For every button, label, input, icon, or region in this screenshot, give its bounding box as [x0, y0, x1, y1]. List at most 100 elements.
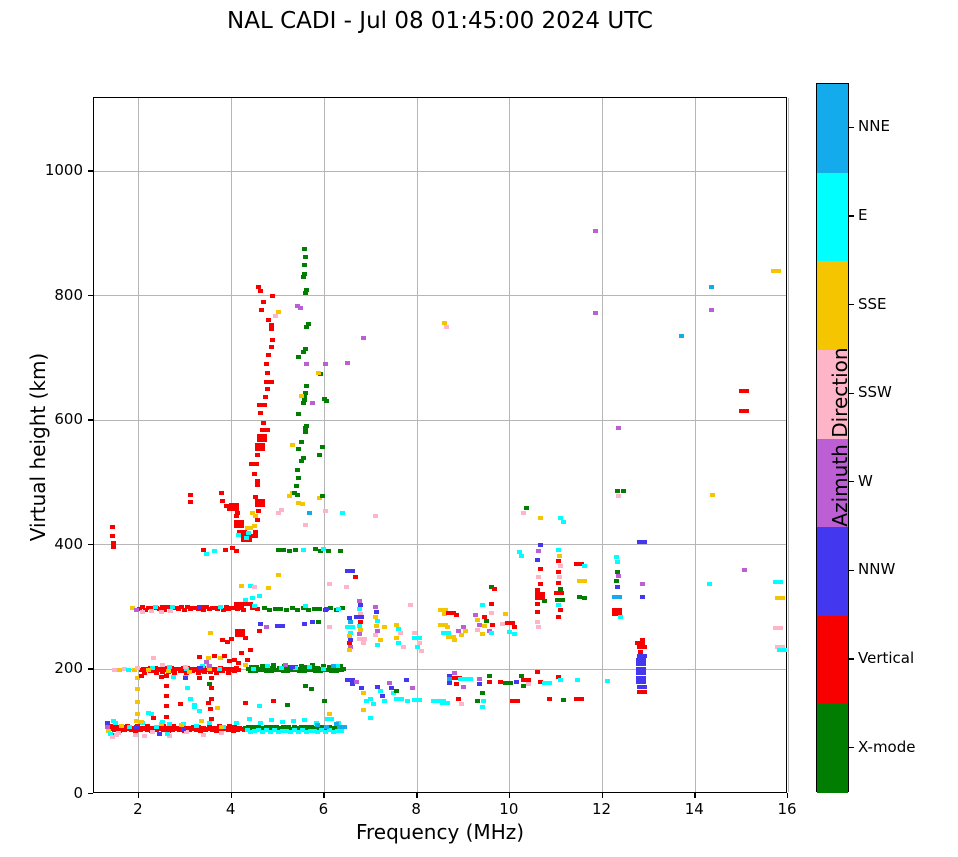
data-point-E	[581, 563, 587, 568]
data-point-SSE	[238, 584, 244, 589]
data-point-NNW	[182, 675, 188, 680]
data-point-E	[159, 720, 165, 725]
data-point-Vertical	[137, 607, 143, 612]
data-point-E	[488, 630, 494, 635]
x-tick-mark	[137, 793, 140, 798]
data-point-SSE	[252, 524, 258, 529]
data-point-Vertical	[481, 615, 487, 620]
data-point-Vertical	[233, 549, 239, 554]
data-point-Vertical	[739, 388, 749, 393]
colorbar-tick	[849, 481, 854, 483]
data-point-NNW	[324, 607, 330, 612]
data-point-E	[236, 533, 242, 537]
data-point-NNW	[347, 616, 353, 621]
data-point-SSE	[275, 310, 281, 315]
data-point-Vertical	[223, 605, 229, 610]
data-point-W	[615, 573, 621, 578]
data-point-X-mode	[296, 412, 302, 417]
data-point-SSE	[206, 655, 211, 660]
data-point-Vertical	[574, 561, 585, 566]
data-point-X-mode	[339, 605, 345, 610]
data-point-Vertical	[498, 679, 504, 684]
data-point-SSW	[344, 584, 350, 589]
data-point-W	[134, 607, 140, 612]
data-point-Vertical	[143, 607, 148, 612]
data-point-SSE	[206, 667, 212, 672]
data-point-SSW	[458, 702, 464, 707]
data-point-X-mode	[311, 726, 317, 731]
data-point-Vertical	[353, 574, 359, 579]
data-point-X-mode	[248, 727, 254, 732]
data-point-SSE	[134, 699, 140, 704]
data-point-E	[247, 584, 253, 589]
data-point-Vertical	[231, 657, 237, 662]
data-point-Vertical	[264, 362, 269, 367]
data-point-SSW	[372, 633, 378, 638]
data-point-X-mode	[325, 549, 331, 554]
data-point-X-mode	[255, 725, 261, 730]
data-point-NNW	[447, 681, 453, 686]
data-point-Vertical	[151, 716, 157, 721]
data-point-Vertical	[144, 728, 150, 733]
data-point-Vertical	[247, 534, 258, 539]
data-point-SSW	[135, 666, 141, 671]
data-point-Vertical	[201, 548, 207, 552]
data-point-E	[375, 618, 381, 623]
data-point-Vertical	[254, 498, 265, 507]
data-point-Vertical	[191, 724, 197, 729]
data-point-E	[324, 717, 330, 722]
data-point-Vertical	[535, 602, 541, 607]
data-point-Vertical	[491, 587, 497, 592]
data-point-W	[206, 664, 212, 669]
data-point-E	[150, 666, 156, 671]
y-tick-label: 400	[54, 534, 83, 553]
x-tick-label: 8	[411, 800, 421, 818]
data-point-E	[187, 696, 193, 701]
data-point-Vertical	[220, 668, 226, 673]
colorbar-segment-NNE	[817, 84, 848, 174]
data-point-W	[375, 628, 381, 633]
data-point-E	[268, 730, 274, 735]
data-point-E	[558, 516, 564, 521]
data-point-SSW	[184, 729, 190, 734]
colorbar-label-NNW: NNW	[858, 560, 896, 579]
data-point-Vertical	[209, 676, 215, 681]
data-point-Vertical	[248, 462, 259, 467]
data-point-X-mode	[296, 446, 302, 451]
plot-area[interactable]	[93, 97, 789, 793]
data-point-E	[439, 700, 450, 705]
data-point-Vertical	[164, 714, 170, 719]
data-point-Vertical	[208, 669, 214, 674]
colorbar-label-E: E	[858, 205, 868, 224]
data-point-X-mode	[298, 458, 304, 463]
data-point-Vertical	[211, 653, 217, 658]
data-point-SSW	[356, 637, 367, 641]
data-point-SSW	[110, 735, 115, 740]
data-point-Vertical	[637, 689, 647, 694]
data-point-SSE	[289, 443, 295, 448]
data-point-Vertical	[535, 592, 545, 600]
data-point-Vertical	[164, 694, 170, 699]
colorbar-tick	[849, 126, 854, 128]
data-point-X-mode	[301, 455, 306, 460]
data-point-SSW	[361, 641, 367, 646]
data-point-X-mode	[306, 608, 312, 612]
data-point-W	[264, 625, 269, 630]
data-point-NNW	[354, 615, 365, 620]
data-point-E	[323, 730, 329, 735]
colorbar-segment-SSE	[817, 261, 848, 351]
colorbar-tick	[849, 569, 854, 572]
data-point-NNE	[611, 595, 622, 600]
data-point-Vertical	[612, 608, 623, 617]
y-tick-label: 600	[54, 410, 83, 429]
data-point-Vertical	[117, 728, 122, 733]
y-tick-label: 200	[54, 659, 83, 678]
data-point-Vertical	[165, 605, 171, 610]
colorbar-segment-X-mode	[817, 704, 848, 794]
data-point-X-mode	[620, 489, 626, 494]
data-point-W	[295, 303, 300, 308]
data-point-SSW	[140, 609, 146, 614]
data-point-E	[512, 632, 517, 636]
data-point-X-mode	[291, 725, 297, 730]
data-point-Vertical	[220, 607, 226, 612]
